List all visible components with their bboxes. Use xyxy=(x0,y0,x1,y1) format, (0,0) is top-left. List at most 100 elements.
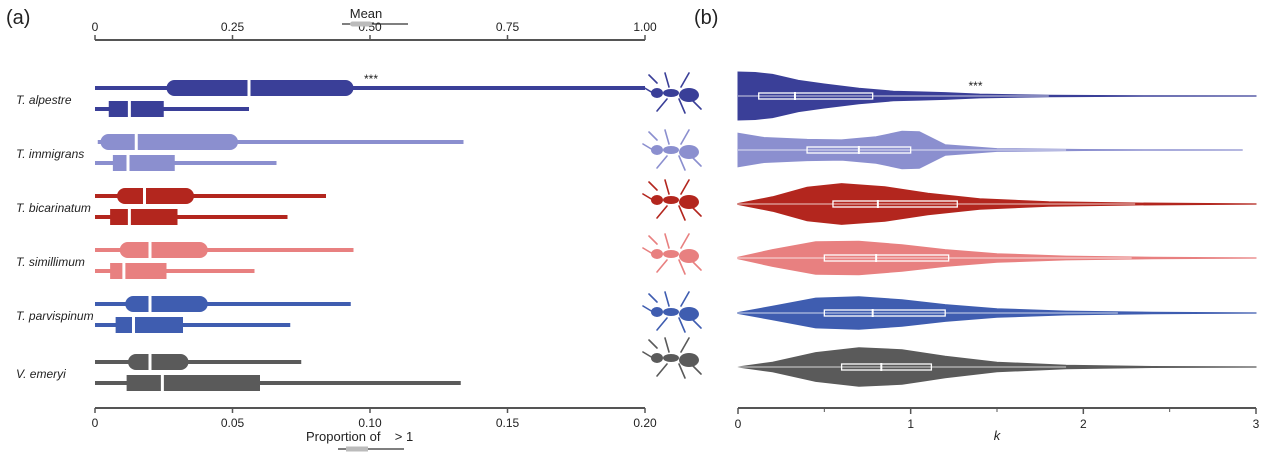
ant-leg xyxy=(656,98,668,112)
top-axis-title: Mean xyxy=(350,6,383,21)
species-label: V. emeryi xyxy=(16,367,66,381)
ant-head xyxy=(651,88,663,98)
ant-thorax xyxy=(663,250,679,258)
ant-leg xyxy=(648,74,658,84)
ant-leg xyxy=(680,179,690,195)
species-labels: T. alpestre T. immigrans T. bicarinatum T. … xyxy=(16,93,94,381)
k-axis: 0 1 2 3 k xyxy=(735,407,1260,443)
ant-leg xyxy=(678,363,686,379)
ant-gaster xyxy=(679,88,699,102)
ant-leg xyxy=(656,205,668,219)
ant-head xyxy=(651,195,663,205)
ant-gaster xyxy=(679,249,699,263)
ant-leg xyxy=(678,259,686,275)
ant-head xyxy=(651,307,663,317)
ant-icon xyxy=(642,291,702,333)
k-axis-tick-label: 0 xyxy=(735,417,742,431)
ant-leg xyxy=(678,317,686,333)
proportion-box xyxy=(115,317,183,333)
bottom-axis-tick-label: 0.05 xyxy=(221,416,245,430)
ant-leg xyxy=(680,337,690,353)
proportion-box xyxy=(126,375,260,391)
ant-icon xyxy=(642,72,702,114)
top-axis-tick-label: 0 xyxy=(92,20,99,34)
proportion-box xyxy=(112,155,175,171)
ant-leg xyxy=(664,72,670,88)
bottom-axis-title: Proportion of xyxy=(306,429,381,444)
k-axis-title: k xyxy=(994,428,1002,443)
ant-thorax xyxy=(663,196,679,204)
proportion-box xyxy=(110,263,167,279)
ant-icon xyxy=(642,233,702,275)
violin-box xyxy=(823,309,946,317)
ant-leg xyxy=(656,363,668,377)
top-axis-tick-label: 0.25 xyxy=(221,20,245,34)
ant-head xyxy=(651,145,663,155)
species-label: T. alpestre xyxy=(16,93,72,107)
mean-box xyxy=(119,242,208,258)
ant-leg xyxy=(656,155,668,169)
ant-leg xyxy=(664,129,670,145)
proportion-box xyxy=(110,209,178,225)
species-label: T. simillimum xyxy=(16,255,85,269)
mean-box xyxy=(166,80,354,96)
ant-icon xyxy=(642,179,702,221)
ant-leg xyxy=(648,339,658,349)
ant-leg xyxy=(678,98,686,114)
ant-silhouettes xyxy=(642,72,702,379)
species-label: T. parvispinum xyxy=(16,309,94,323)
violin-group: *** xyxy=(737,71,1257,387)
ant-leg xyxy=(648,181,658,191)
ant-gaster xyxy=(679,145,699,159)
ant-thorax xyxy=(663,146,679,154)
ant-thorax xyxy=(663,354,679,362)
ant-leg xyxy=(680,233,690,249)
boxplot-group: *** xyxy=(95,72,645,392)
ant-leg xyxy=(648,131,658,141)
ant-head xyxy=(651,249,663,259)
k-axis-tick-label: 1 xyxy=(907,417,914,431)
bottom-axis-tick-label: 0.10 xyxy=(358,416,382,430)
ant-gaster xyxy=(679,353,699,367)
ant-leg xyxy=(678,155,686,171)
ant-leg xyxy=(664,179,670,195)
mean-box xyxy=(125,296,208,312)
bottom-axis-tick-label: 0.15 xyxy=(496,416,520,430)
significance-label: *** xyxy=(364,72,378,86)
ant-icon xyxy=(642,129,702,171)
violin-box xyxy=(840,363,933,371)
violin-box xyxy=(758,92,874,100)
bottom-axis-tick-label: 0 xyxy=(92,416,99,430)
mean-box xyxy=(117,188,194,204)
violin-box xyxy=(823,254,950,262)
ant-leg xyxy=(680,129,690,145)
ant-leg xyxy=(664,337,670,353)
ant-leg xyxy=(680,72,690,88)
ant-thorax xyxy=(663,308,679,316)
panel-b-violins: *** 0 1 2 3 k xyxy=(735,71,1260,443)
mean-box xyxy=(100,134,238,150)
violin-box xyxy=(832,200,958,208)
ant-gaster xyxy=(679,307,699,321)
k-axis-tick-label: 2 xyxy=(1080,417,1087,431)
ant-gaster xyxy=(679,195,699,209)
significance-label: *** xyxy=(968,79,982,93)
species-label: T. bicarinatum xyxy=(16,201,91,215)
ant-leg xyxy=(678,205,686,221)
ant-leg xyxy=(680,291,690,307)
proportion-box xyxy=(108,101,164,117)
panel-b-label: (b) xyxy=(694,7,718,29)
top-axis-tick-label: 1.00 xyxy=(633,20,657,34)
k-axis-tick-label: 3 xyxy=(1253,417,1260,431)
ant-leg xyxy=(656,317,668,331)
ant-leg xyxy=(648,293,658,303)
bottom-axis: 0 0.05 0.10 0.15 0.20 Proportion of > 1 xyxy=(92,407,657,452)
mean-box xyxy=(128,354,189,370)
panel-a-label: (a) xyxy=(6,7,30,29)
ant-thorax xyxy=(663,89,679,97)
mean-legend-box xyxy=(350,21,372,27)
ant-leg xyxy=(648,235,658,245)
